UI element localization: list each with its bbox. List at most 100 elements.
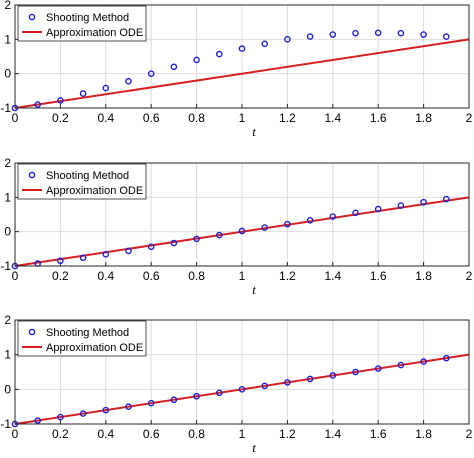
legend-marker-shooting-method — [28, 13, 36, 21]
data-point-shooting-method — [352, 368, 359, 376]
data-point-shooting-method — [397, 29, 405, 37]
data-point-shooting-method — [215, 50, 223, 58]
legend: Shooting Method Approximation ODE — [17, 163, 147, 200]
y-tick-label: -1 — [0, 417, 11, 431]
data-point-shooting-method — [329, 213, 337, 220]
data-point-shooting-method — [442, 33, 450, 40]
x-tick-label: 1.8 — [415, 111, 432, 125]
x-tick-label: 0.6 — [143, 427, 160, 441]
x-tick-label: 1.2 — [279, 111, 296, 125]
data-point-shooting-method — [57, 257, 64, 265]
data-point-shooting-method — [102, 251, 110, 258]
data-point-shooting-method — [261, 224, 269, 231]
y-tick-label: 2 — [4, 313, 11, 327]
x-tick-label: 1.8 — [415, 269, 432, 283]
data-point-shooting-method — [420, 31, 427, 38]
data-point-shooting-method — [374, 29, 382, 37]
y-tick-label: 1 — [4, 190, 11, 204]
x-tick-label: 0 — [12, 427, 19, 441]
series-line-approximation-ode — [14, 353, 470, 425]
data-point-shooting-method — [193, 392, 200, 400]
y-tick-label: 0 — [4, 225, 11, 239]
data-point-shooting-method — [147, 243, 155, 251]
chart-panel-3: 0 0.2 0.4 0.6 0.8 1 1.2 1.4 1.6 1.8 2-1012tShootin… — [0, 313, 472, 455]
legend-box — [17, 163, 147, 200]
data-point-shooting-method — [34, 101, 42, 108]
x-tick-label: 1 — [239, 427, 246, 441]
data-point-shooting-method — [147, 399, 155, 407]
x-tick-label: 0.2 — [52, 269, 69, 283]
data-point-shooting-method — [215, 231, 223, 239]
data-point-shooting-method — [420, 198, 427, 206]
y-tick-label: 2 — [4, 0, 11, 12]
data-point-shooting-method — [284, 220, 291, 228]
data-point-shooting-method — [125, 247, 132, 255]
data-point-shooting-method — [284, 379, 291, 386]
x-tick-label: 0.6 — [143, 269, 160, 283]
data-point-shooting-method — [79, 410, 87, 417]
data-point-shooting-method — [374, 365, 382, 372]
legend: Shooting Method Approximation ODE — [17, 320, 147, 357]
x-tick-label: 1.6 — [370, 269, 387, 283]
data-point-shooting-method — [193, 56, 200, 64]
axes-frame — [14, 162, 470, 267]
data-point-shooting-method — [306, 33, 314, 40]
data-point-shooting-method — [442, 354, 450, 362]
y-tick-label: -1 — [0, 101, 11, 115]
legend: Shooting Method Approximation ODE — [17, 5, 147, 42]
y-tick-label: 2 — [4, 156, 11, 170]
chart-panel-2: 0 0.2 0.4 0.6 0.8 1 1.2 1.4 1.6 1.8 2-1012tShootin… — [0, 156, 472, 297]
x-tick-label: 2 — [466, 269, 473, 283]
x-tick-label: 1.8 — [415, 427, 432, 441]
x-tick-label: 0 — [12, 269, 19, 283]
data-point-shooting-method — [306, 375, 314, 383]
legend-label: Approximation ODE — [46, 27, 143, 39]
y-tick-label: 0 — [4, 67, 11, 81]
x-tick-label: 1.2 — [279, 427, 296, 441]
x-tick-label: 0.4 — [97, 269, 114, 283]
x-tick-label: 0.2 — [52, 111, 69, 125]
legend-label: Shooting Method — [46, 170, 129, 182]
y-tick-label: 0 — [4, 382, 11, 396]
x-tick-label: 0.8 — [188, 111, 205, 125]
x-axis-title: t — [252, 440, 256, 455]
data-point-shooting-method — [170, 396, 178, 404]
y-tick-label: 1 — [4, 348, 11, 362]
axes-frame — [14, 4, 470, 109]
chart-panel-1: 0 0.2 0.4 0.6 0.8 1 1.2 1.4 1.6 1.8 2-1012tShootin… — [0, 0, 472, 139]
x-tick-label: 1.2 — [279, 269, 296, 283]
data-point-shooting-method — [352, 209, 359, 217]
data-point-shooting-method — [102, 84, 110, 92]
x-tick-label: 2 — [466, 111, 473, 125]
data-point-shooting-method — [193, 235, 200, 243]
data-point-shooting-method — [79, 254, 87, 262]
data-point-shooting-method — [170, 63, 178, 71]
x-tick-label: 0.4 — [97, 427, 114, 441]
legend-label: Shooting Method — [46, 327, 129, 339]
data-point-shooting-method — [125, 77, 132, 85]
x-tick-label: 1.4 — [324, 427, 341, 441]
data-point-shooting-method — [57, 97, 64, 104]
series-line-approximation-ode — [14, 38, 470, 109]
data-point-shooting-method — [125, 403, 132, 410]
x-axis-title: t — [252, 282, 256, 297]
data-point-shooting-method — [147, 70, 155, 77]
legend-box — [17, 320, 147, 357]
legend-label: Approximation ODE — [46, 185, 143, 197]
data-point-shooting-method — [215, 389, 223, 397]
data-point-shooting-method — [238, 227, 246, 235]
data-point-shooting-method — [397, 202, 405, 209]
axes-frame — [14, 319, 470, 425]
data-point-shooting-method — [352, 29, 359, 37]
data-point-shooting-method — [284, 36, 291, 43]
data-point-shooting-method — [442, 195, 450, 203]
data-point-shooting-method — [374, 205, 382, 213]
x-axis-title: t — [252, 124, 256, 139]
y-tick-label: 1 — [4, 32, 11, 46]
data-point-shooting-method — [306, 217, 314, 224]
legend-marker-shooting-method — [28, 171, 36, 179]
legend-label: Approximation ODE — [46, 342, 143, 354]
data-point-shooting-method — [170, 239, 178, 247]
x-tick-label: 0.2 — [52, 427, 69, 441]
